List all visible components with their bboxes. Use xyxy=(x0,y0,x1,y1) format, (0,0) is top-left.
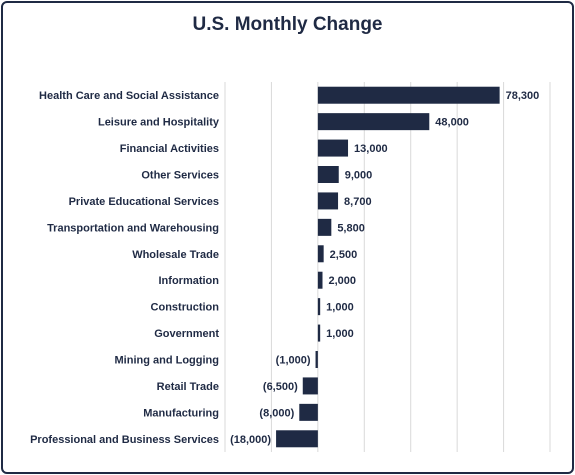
value-label: (6,500) xyxy=(263,381,298,393)
category-label: Manufacturing xyxy=(143,407,219,419)
bar xyxy=(317,218,332,236)
category-label: Retail Trade xyxy=(157,381,219,393)
bar xyxy=(315,351,318,368)
bar xyxy=(317,139,349,157)
category-label: Transportation and Warehousing xyxy=(47,222,219,234)
value-label: 8,700 xyxy=(344,196,372,208)
value-label: 2,000 xyxy=(329,275,357,287)
bar xyxy=(302,377,318,395)
bar xyxy=(317,113,430,131)
bar xyxy=(317,192,339,210)
value-label: 2,500 xyxy=(330,249,358,261)
bar xyxy=(317,298,321,316)
category-label: Mining and Logging xyxy=(115,355,219,367)
category-label: Construction xyxy=(151,302,220,314)
value-label: 48,000 xyxy=(435,117,469,129)
value-label: (8,000) xyxy=(259,407,294,419)
value-label: 9,000 xyxy=(345,170,373,182)
bar xyxy=(317,271,323,289)
value-label: 5,800 xyxy=(337,222,365,234)
chart-title: U.S. Monthly Change xyxy=(192,14,383,35)
category-label: Private Educational Services xyxy=(69,196,219,208)
value-label: 78,300 xyxy=(506,90,540,102)
value-label: 1,000 xyxy=(326,302,354,314)
bar xyxy=(276,430,318,448)
category-label: Financial Activities xyxy=(120,143,219,155)
bar xyxy=(299,403,318,421)
category-label: Leisure and Hospitality xyxy=(98,117,220,129)
category-label: Health Care and Social Assistance xyxy=(39,90,219,102)
value-label: 1,000 xyxy=(326,328,354,340)
bar xyxy=(317,245,324,263)
bar xyxy=(317,86,500,104)
value-label: (18,000) xyxy=(230,434,271,446)
category-label: Wholesale Trade xyxy=(132,249,219,261)
category-label: Government xyxy=(154,328,219,340)
category-label: Other Services xyxy=(141,170,219,182)
value-label: (1,000) xyxy=(276,355,311,367)
category-label: Information xyxy=(159,275,220,287)
bar xyxy=(317,324,321,342)
value-label: 13,000 xyxy=(354,143,388,155)
bar xyxy=(317,166,339,183)
category-label: Professional and Business Services xyxy=(30,434,219,446)
